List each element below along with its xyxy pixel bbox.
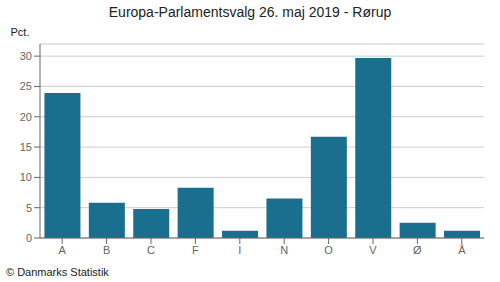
- html-text:Europa-Parlamentsvalg 26. maj: Europa-Parlamentsvalg 26. maj 2019 - Rør…: [108, 4, 392, 20]
- svg-text:V: V: [369, 244, 377, 256]
- svg-text:15: 15: [20, 141, 32, 153]
- svg-text:A: A: [59, 244, 67, 256]
- svg-text:25: 25: [20, 80, 32, 92]
- svg-text:30: 30: [20, 50, 32, 62]
- svg-text:N: N: [280, 244, 288, 256]
- svg-text:5: 5: [26, 202, 32, 214]
- svg-text:F: F: [192, 244, 199, 256]
- svg-text:10: 10: [20, 171, 32, 183]
- svg-text:0: 0: [26, 232, 32, 244]
- svg-text:Ø: Ø: [413, 244, 422, 256]
- svg-text:Å: Å: [458, 244, 466, 256]
- svg-text:B: B: [103, 244, 110, 256]
- svg-text:O: O: [324, 244, 333, 256]
- svg-text:C: C: [147, 244, 155, 256]
- svg-text:I: I: [238, 244, 241, 256]
- svg-text:Pct.: Pct.: [11, 26, 30, 38]
- html-text:© Danmarks Statistik: © Danmarks Statistik: [6, 266, 109, 278]
- svg-text:20: 20: [20, 111, 32, 123]
